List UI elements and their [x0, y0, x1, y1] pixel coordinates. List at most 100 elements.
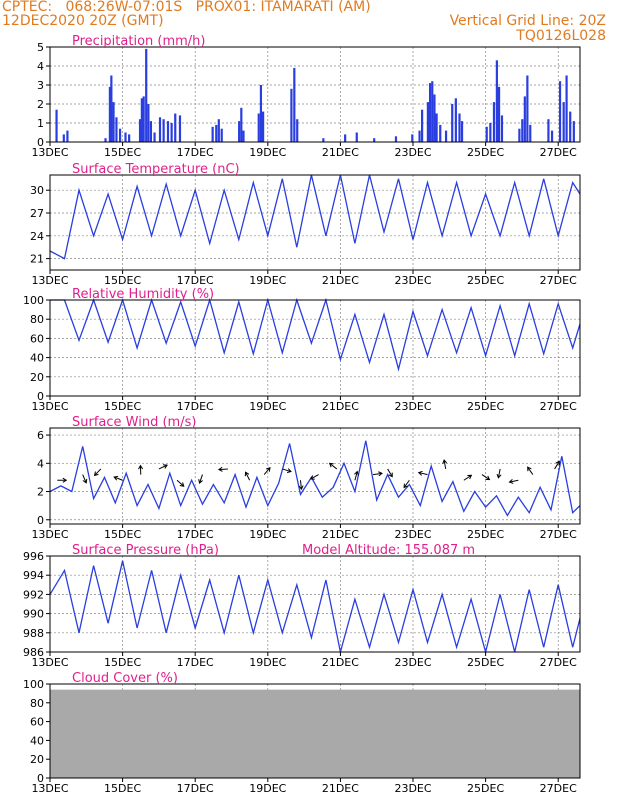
x-tick-label: 19DEC — [249, 528, 286, 541]
x-tick-label: 15DEC — [104, 146, 141, 159]
precip-bar — [426, 102, 430, 142]
x-tick-label: 27DEC — [540, 400, 577, 413]
x-tick-label: 25DEC — [467, 782, 504, 795]
precip-bar — [454, 98, 457, 142]
precip-bar — [262, 111, 265, 142]
x-tick-label: 15DEC — [104, 782, 141, 795]
precip-bar — [259, 85, 263, 142]
x-tick-label: 27DEC — [540, 274, 577, 287]
wind-arrow — [282, 468, 292, 473]
precip-bar — [418, 130, 421, 142]
x-tick-label: 27DEC — [540, 656, 577, 669]
wind-arrow — [158, 464, 168, 470]
x-tick-label: 17DEC — [177, 400, 214, 413]
wind-arrow-head — [417, 470, 423, 476]
precip-bar — [66, 130, 69, 142]
x-tick-label: 17DEC — [177, 528, 214, 541]
y-tick-label: 6 — [37, 429, 44, 442]
panel-title: Surface Wind (m/s) — [72, 415, 196, 430]
precip-bar — [497, 86, 501, 142]
x-tick-label: 21DEC — [322, 656, 359, 669]
y-tick-label: 0 — [37, 136, 44, 149]
y-tick-label: 3 — [37, 79, 44, 92]
x-tick-label: 19DEC — [249, 656, 286, 669]
x-tick-label: 21DEC — [322, 146, 359, 159]
precip-bar — [220, 128, 223, 142]
precip-bar — [242, 130, 245, 142]
precip-bar — [145, 48, 148, 142]
x-tick-label: 25DEC — [467, 274, 504, 287]
model-altitude: Model Altitude: 155.087 m — [302, 543, 475, 558]
precip-bar — [217, 119, 220, 142]
wind-arrow — [463, 474, 472, 481]
y-tick-label: 20 — [30, 753, 44, 766]
x-tick-label: 13DEC — [31, 146, 68, 159]
precip-bar — [569, 111, 572, 142]
wind-arrow-head — [82, 478, 88, 484]
precip-bar — [411, 134, 414, 142]
wind-arrow-head — [163, 464, 168, 469]
y-tick-label: 2 — [37, 98, 44, 111]
precip-bar — [322, 138, 325, 142]
wind-arrow-head — [496, 473, 502, 479]
wind-arrow — [176, 479, 185, 487]
x-tick-label: 23DEC — [394, 400, 431, 413]
wind-arrow-head — [508, 479, 514, 484]
x-tick-label: 23DEC — [394, 146, 431, 159]
precip-bar — [344, 134, 347, 142]
precip-bar — [521, 119, 524, 142]
precip-bar — [444, 130, 448, 142]
precip-bar — [142, 96, 145, 142]
wind-arrow-head — [328, 462, 334, 468]
wind-arrow-head — [286, 468, 292, 474]
wind-arrow-head — [93, 471, 99, 477]
y-tick-label: 986 — [23, 646, 44, 659]
precip-bar — [293, 67, 296, 142]
x-tick-label: 17DEC — [177, 274, 214, 287]
precip-bar — [55, 109, 58, 142]
x-tick-label: 27DEC — [540, 146, 577, 159]
precip-bar — [373, 138, 376, 142]
precip-bar — [118, 128, 122, 142]
wind-arrow-head — [467, 474, 473, 480]
precip-bar — [565, 75, 568, 142]
wind-arrow-head — [403, 483, 408, 489]
wind-arrow — [94, 468, 102, 476]
precip-bar — [162, 119, 165, 142]
y-tick-label: 988 — [23, 627, 44, 640]
y-tick-label: 5 — [37, 41, 44, 54]
wind-arrow-head — [217, 466, 223, 472]
precip-bar — [435, 113, 438, 142]
wind-arrow — [403, 479, 410, 488]
x-tick-label: 17DEC — [177, 782, 214, 795]
wind-arrow-head — [485, 475, 491, 481]
y-tick-label: 4 — [37, 457, 44, 470]
wind-arrow — [299, 480, 302, 490]
wind-arrow — [245, 471, 251, 481]
precip-bar — [124, 132, 127, 142]
panel-frame — [49, 683, 581, 779]
precip-bar — [110, 75, 113, 142]
precip-bar — [458, 113, 461, 142]
precip-bar — [428, 83, 432, 142]
x-tick-label: 17DEC — [177, 656, 214, 669]
wind-arrow-head — [244, 471, 250, 477]
precip-bar — [421, 109, 424, 142]
precip-bar — [439, 124, 442, 142]
x-tick-label: 13DEC — [31, 656, 68, 669]
wind-arrow — [443, 459, 447, 470]
precip-bar — [562, 102, 565, 142]
x-tick-label: 25DEC — [467, 400, 504, 413]
precip-bar — [170, 123, 173, 142]
header-line1: CPTEC: 068:26W-07:01S PROX01: ITAMARATI … — [2, 0, 371, 15]
wind-arrow — [418, 472, 428, 476]
wind-arrow — [263, 467, 271, 475]
wind-arrow-head — [309, 475, 315, 480]
wind-arrow — [387, 468, 393, 477]
panel-title: Surface Pressure (hPa) — [72, 543, 219, 558]
y-tick-label: 60 — [30, 332, 44, 345]
precip-bar — [460, 121, 464, 142]
y-tick-label: 24 — [30, 230, 44, 243]
x-tick-label: 13DEC — [31, 782, 68, 795]
